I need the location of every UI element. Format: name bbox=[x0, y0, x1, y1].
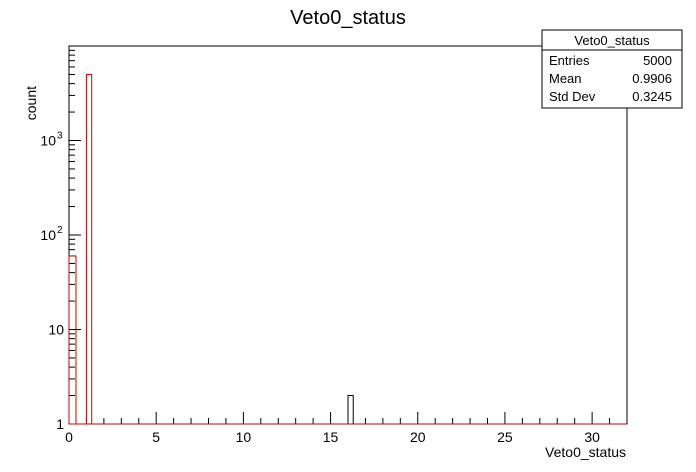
histogram-bars bbox=[68, 73, 627, 425]
x-axis-label: Veto0_status bbox=[545, 444, 626, 460]
stats-box-frame bbox=[541, 29, 683, 109]
histogram-bar bbox=[68, 255, 77, 425]
stats-entries-value: 5000 bbox=[643, 53, 672, 68]
x-tick-label: 15 bbox=[323, 429, 339, 445]
x-tick-label: 25 bbox=[497, 429, 513, 445]
stats-entries-label: Entries bbox=[549, 53, 590, 68]
x-tick-label: 0 bbox=[65, 429, 73, 445]
y-tick-label-base: 10 bbox=[40, 227, 56, 243]
x-tick-label: 20 bbox=[410, 429, 426, 445]
histogram-bar bbox=[347, 395, 354, 425]
x-tick-label: 30 bbox=[584, 429, 600, 445]
y-tick-label-exponent: 2 bbox=[57, 225, 63, 236]
x-tick-label: 5 bbox=[152, 429, 160, 445]
stats-mean-value: 0.9906 bbox=[632, 71, 672, 86]
y-tick-label: 1 bbox=[56, 416, 64, 432]
chart-title: Veto0_status bbox=[290, 7, 406, 29]
stats-stddev-label: Std Dev bbox=[549, 89, 596, 104]
y-axis-label: count bbox=[23, 86, 39, 120]
stats-box-title: Veto0_status bbox=[574, 33, 650, 48]
y-tick-label-exponent: 3 bbox=[57, 131, 63, 142]
y-tick-label: 10 bbox=[48, 322, 64, 338]
y-tick-label-base: 10 bbox=[40, 133, 56, 149]
histogram-bar bbox=[85, 73, 93, 425]
stats-box: Veto0_status Entries 5000 Mean 0.9906 St… bbox=[541, 29, 683, 109]
stats-mean-label: Mean bbox=[549, 71, 582, 86]
stats-stddev-value: 0.3245 bbox=[632, 89, 672, 104]
x-tick-label: 10 bbox=[236, 429, 252, 445]
